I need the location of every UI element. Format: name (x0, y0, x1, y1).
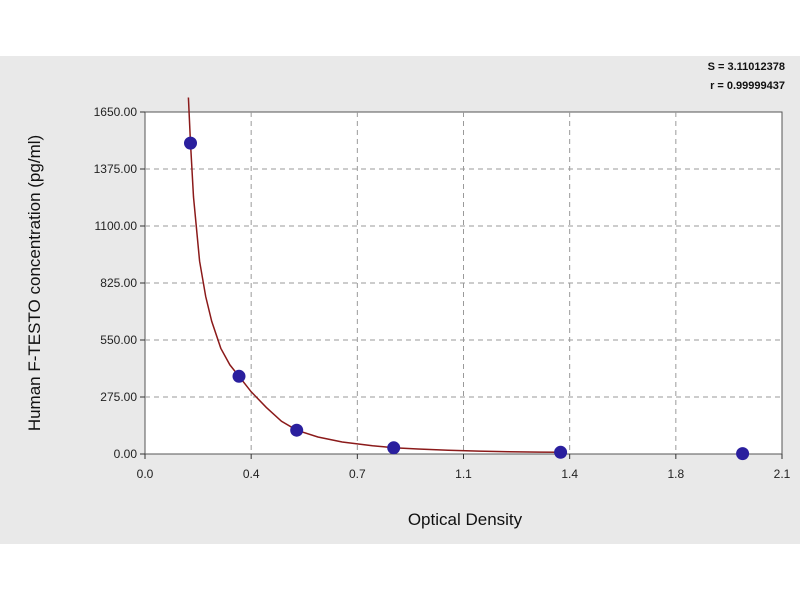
grid-lines (145, 112, 782, 454)
data-point (387, 441, 401, 455)
x-tick-label: 1.1 (455, 467, 472, 481)
data-point (736, 447, 750, 461)
x-axis-title: Optical Density (408, 510, 523, 529)
x-tick-label: 2.1 (774, 467, 791, 481)
x-axis-ticks: 0.0 0.4 0.7 1.1 1.4 1.8 2.1 (137, 454, 791, 481)
data-point (290, 423, 304, 437)
x-tick-label: 1.4 (561, 467, 578, 481)
data-points (184, 136, 750, 461)
data-point (554, 445, 568, 459)
y-tick-label: 0.00 (114, 447, 138, 461)
data-point (232, 369, 246, 383)
x-tick-label: 1.8 (667, 467, 684, 481)
y-tick-label: 1375.00 (94, 162, 138, 176)
y-tick-label: 1100.00 (95, 219, 138, 233)
y-tick-label: 825.00 (100, 276, 137, 290)
x-tick-label: 0.0 (137, 467, 154, 481)
x-tick-label: 0.7 (349, 467, 366, 481)
y-tick-label: 550.00 (100, 333, 137, 347)
y-axis-ticks: 0.00 275.00 550.00 825.00 1100.00 1375.00 1650… (94, 105, 145, 461)
x-tick-label: 0.4 (243, 467, 260, 481)
fit-stat-s: S = 3.11012378 (708, 61, 785, 73)
data-point (184, 136, 197, 150)
y-tick-label: 1650.00 (94, 105, 138, 119)
fit-stat-r: r = 0.99999437 (710, 80, 785, 92)
y-tick-label: 275.00 (100, 390, 137, 404)
fit-curve-line (187, 97, 561, 454)
fit-curve (187, 97, 561, 454)
y-axis-title: Human F-TESTO concentration (pg/ml) (25, 135, 44, 431)
